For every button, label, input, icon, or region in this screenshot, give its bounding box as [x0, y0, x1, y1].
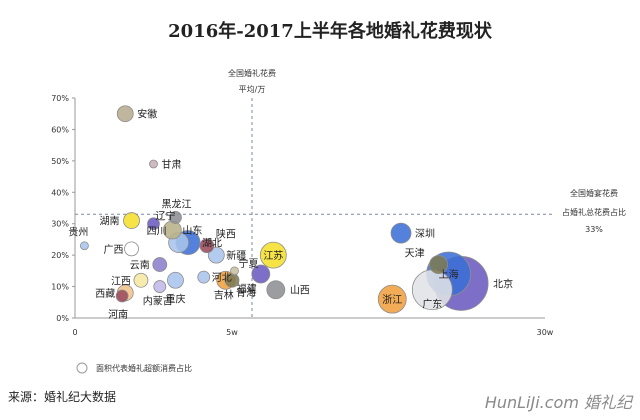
bubble-26	[390, 222, 412, 244]
bubble-label-5: 辽宁	[156, 210, 176, 223]
bubble-label-11: 广西	[104, 244, 124, 256]
y-tick-label: 30%	[51, 220, 69, 229]
mean-y-annotation-line2: 占婚礼总花费占比	[562, 207, 626, 217]
bubble-3	[169, 211, 182, 224]
bubble-11	[124, 241, 139, 257]
bubble-label-13: 云南	[130, 259, 150, 272]
chart-title: 2016年-2017上半年各地婚礼花费现状	[168, 20, 493, 42]
bubble-label-23: 江苏	[263, 249, 283, 262]
bubble-label-24: 福建	[237, 282, 257, 295]
y-tick-label: 20%	[51, 251, 69, 260]
bubble-23	[259, 241, 287, 269]
legend-circle-icon	[76, 362, 88, 374]
bubble-24	[251, 264, 271, 284]
bubble-2	[149, 159, 158, 169]
y-tick-label: 10%	[51, 283, 69, 292]
mean-y-annotation-line1: 全国婚宴花费	[570, 188, 618, 198]
bubble-label-16: 江西	[111, 275, 131, 287]
x-tick-label: 30w	[537, 328, 554, 337]
bubble-label-10: 贵州	[68, 226, 88, 239]
y-tick-label: 0%	[56, 314, 69, 323]
bubble-14	[230, 266, 239, 276]
bubble-label-17: 重庆	[165, 292, 185, 305]
bubble-label-12: 新疆	[226, 249, 246, 262]
bubble-label-31: 浙江	[382, 294, 402, 306]
bubble-label-3: 黑龙江	[161, 197, 191, 210]
bubble-21	[153, 280, 167, 293]
bubble-label-21: 内蒙古	[143, 295, 173, 308]
bubble-label-18: 吉林	[214, 288, 234, 301]
bubble-12	[207, 246, 225, 264]
bubble-25	[266, 280, 286, 300]
bubble-17	[167, 271, 184, 289]
bubble-label-7: 四川	[147, 227, 167, 238]
bubbles-group	[80, 105, 489, 314]
bubble-label-15: 河北	[212, 272, 232, 284]
bubble-label-9: 陕西	[216, 228, 236, 241]
bubble-label-14: 宁夏	[239, 257, 259, 270]
bubble-label-1: 安徽	[137, 108, 157, 121]
y-tick-label: 70%	[51, 94, 69, 103]
bubble-label-6: 山东	[182, 224, 202, 237]
bubble-5	[147, 217, 160, 231]
bubble-label-22: 河南	[108, 308, 128, 321]
bubble-label-27: 天津	[405, 248, 425, 260]
bubble-label-29: 北京	[493, 277, 513, 290]
bubble-31	[377, 284, 407, 314]
y-tick-label: 50%	[51, 157, 69, 166]
y-tick-label: 40%	[51, 188, 69, 197]
bubble-label-8: 湖北	[202, 238, 222, 250]
bubble-22	[115, 289, 129, 303]
bubble-13	[152, 257, 168, 272]
bubble-10	[80, 241, 89, 251]
bubble-label-4: 湖南	[100, 215, 120, 228]
bubble-label-28: 上海	[439, 268, 459, 281]
legend-text: 面积代表婚礼超额消费占比	[96, 363, 192, 373]
bubble-label-2: 甘肃	[162, 158, 182, 171]
bubble-16	[133, 272, 149, 288]
bubble-label-26: 深圳	[415, 228, 435, 240]
bubble-label-30: 广东	[422, 298, 442, 311]
y-tick-label: 60%	[51, 125, 69, 134]
x-tick-label: 5w	[226, 328, 238, 337]
bubble-15	[197, 270, 211, 284]
watermark-text: HunLiJi.com 婚礼纪	[485, 393, 634, 412]
x-tick-label: 0	[72, 328, 77, 337]
bubble-9	[199, 238, 215, 254]
bubble-label-19: 青海	[236, 286, 256, 299]
mean-y-annotation-value: 33%	[585, 225, 603, 234]
mean-x-annotation-line2: 平均/万	[239, 84, 266, 94]
bubble-4	[123, 212, 140, 229]
mean-x-annotation-line1: 全国婚礼花费	[228, 68, 276, 78]
bubble-1	[116, 105, 134, 123]
source-text: 来源：婚礼纪大数据	[8, 389, 116, 404]
bubble-label-25: 山西	[290, 285, 310, 297]
bubble-label-20: 西藏	[95, 288, 115, 300]
axes-group: 0% 10% 20% 30% 40% 50% 60% 70% 0 5w 30w	[51, 94, 555, 337]
bubble-27	[429, 255, 448, 274]
